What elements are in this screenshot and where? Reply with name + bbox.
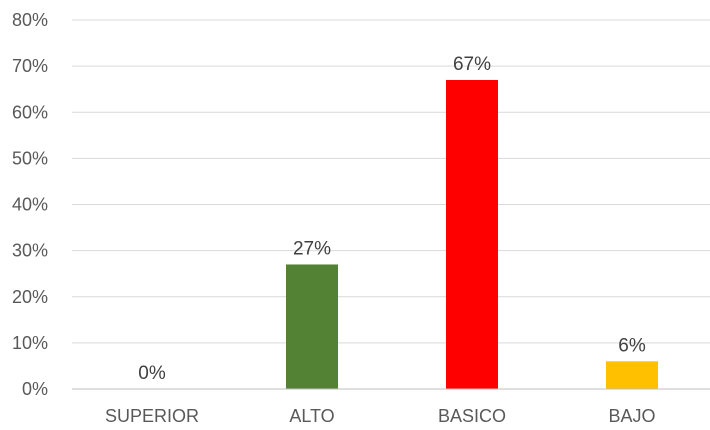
grid-lines — [72, 19, 710, 344]
bar-bajo — [606, 361, 658, 389]
y-tick-label: 60% — [12, 102, 48, 122]
data-labels: 0% 27% 67% 6% — [138, 54, 646, 384]
y-tick-label: 40% — [12, 195, 48, 215]
y-axis: 0% 10% 20% 30% 40% 50% 60% 70% 80% — [12, 10, 48, 399]
x-tick-label-basico: BASICO — [438, 406, 506, 426]
data-label-superior: 0% — [138, 363, 166, 384]
y-tick-label: 0% — [22, 379, 48, 399]
y-tick-label: 30% — [12, 241, 48, 261]
x-tick-label-alto: ALTO — [289, 406, 334, 426]
y-tick-label: 20% — [12, 287, 48, 307]
y-tick-label: 50% — [12, 148, 48, 168]
data-label-alto: 27% — [293, 238, 331, 259]
data-label-bajo: 6% — [618, 335, 646, 356]
x-tick-label-bajo: BAJO — [608, 406, 655, 426]
bar-alto — [286, 264, 338, 389]
data-label-basico: 67% — [453, 54, 491, 75]
y-tick-label: 80% — [12, 10, 48, 30]
bar-basico — [446, 79, 498, 390]
x-axis: SUPERIOR ALTO BASICO BAJO — [72, 388, 710, 426]
x-tick-label-superior: SUPERIOR — [105, 406, 199, 426]
y-tick-label: 70% — [12, 56, 48, 76]
bars — [286, 79, 658, 390]
y-tick-label: 10% — [12, 333, 48, 353]
